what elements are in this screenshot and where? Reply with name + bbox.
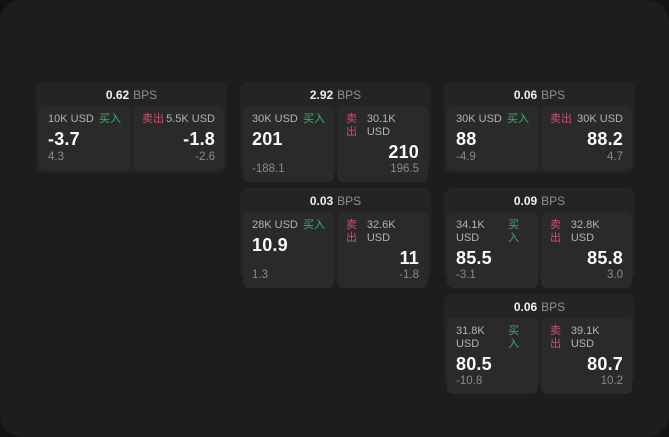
buy-price: 85.5 (456, 248, 492, 268)
buy-amount: 30K USD (456, 113, 502, 125)
buy-change: 1.3 (252, 269, 268, 281)
buy-price: 80.5 (456, 354, 492, 374)
sell-amount: 32.6K USD (366, 219, 396, 244)
bps-label: BPS (541, 194, 566, 208)
sell-price: 210 (388, 142, 419, 162)
sell-panel[interactable]: 卖出 39.1K USD 80.7 10.2 (541, 318, 632, 394)
spread-value: 0.62 (105, 88, 130, 102)
buy-panel[interactable]: 31.8K USD 买入 80.5 -10.8 (447, 318, 538, 394)
sell-change: -1.8 (399, 269, 419, 281)
buy-button[interactable]: 买入 (508, 325, 520, 350)
buy-panel[interactable]: 28K USD 买入 10.9 1.3 (243, 212, 334, 288)
sell-amount: 30.1K USD (366, 113, 396, 138)
quote-card-6: 0.06 BPS 31.8K USD 买入 80.5 -10.8 卖出 39.1… (444, 294, 635, 394)
buy-price: 10.9 (252, 235, 288, 255)
buy-button[interactable]: 买入 (507, 113, 529, 125)
sell-price: 80.7 (587, 354, 623, 374)
sell-price: -1.8 (183, 129, 215, 149)
spread-header: 0.03 BPS (243, 191, 428, 212)
sell-change: 196.5 (390, 163, 419, 175)
buy-price: -3.7 (48, 129, 80, 149)
buy-change: -3.1 (456, 269, 476, 281)
quote-card-1: 0.62 BPS 10K USD 买入 -3.7 4.3 卖出 5.5K USD (36, 82, 227, 173)
sell-panel[interactable]: 卖出 5.5K USD -1.8 -2.6 (133, 106, 224, 170)
bps-label: BPS (133, 88, 158, 102)
spread-header: 0.06 BPS (447, 85, 632, 106)
bps-label: BPS (337, 88, 362, 102)
spread-value: 0.06 (513, 88, 538, 102)
buy-amount: 30K USD (252, 113, 298, 125)
sell-amount: 39.1K USD (570, 325, 600, 350)
buy-price: 88 (456, 129, 477, 149)
bps-label: BPS (541, 88, 566, 102)
spread-header: 0.06 BPS (447, 297, 632, 318)
quote-card-5: 0.09 BPS 34.1K USD 买入 85.5 -3.1 卖出 32.8K… (444, 188, 635, 288)
sell-price: 11 (399, 248, 419, 268)
quote-card-3: 0.06 BPS 30K USD 买入 88 -4.9 卖出 30K USD (444, 82, 635, 173)
sell-button[interactable]: 卖出 (550, 113, 572, 125)
sell-panel[interactable]: 卖出 30K USD 88.2 4.7 (541, 106, 632, 170)
buy-amount: 10K USD (48, 113, 94, 125)
buy-amount: 34.1K USD (456, 219, 485, 244)
sell-price: 85.8 (587, 248, 623, 268)
buy-panel[interactable]: 30K USD 买入 88 -4.9 (447, 106, 538, 170)
buy-price: 201 (252, 129, 283, 149)
spread-value: 0.09 (513, 194, 538, 208)
spread-header: 2.92 BPS (243, 85, 428, 106)
sell-button[interactable]: 卖出 (550, 325, 561, 350)
sell-change: 10.2 (600, 375, 623, 387)
quote-card-4: 0.03 BPS 28K USD 买入 10.9 1.3 卖出 32.6K US… (240, 188, 431, 288)
bps-label: BPS (541, 300, 566, 314)
buy-button[interactable]: 买入 (99, 113, 121, 125)
buy-change: -188.1 (252, 163, 285, 175)
quote-cards-grid: 0.62 BPS 10K USD 买入 -3.7 4.3 卖出 5.5K USD (36, 82, 635, 394)
sell-button[interactable]: 卖出 (142, 113, 164, 125)
spread-value: 0.06 (513, 300, 538, 314)
buy-button[interactable]: 买入 (303, 113, 325, 125)
buy-panel[interactable]: 30K USD 买入 201 -188.1 (243, 106, 334, 182)
sell-price: 88.2 (587, 129, 623, 149)
sell-panel[interactable]: 卖出 30.1K USD 210 196.5 (337, 106, 428, 182)
buy-panel[interactable]: 34.1K USD 买入 85.5 -3.1 (447, 212, 538, 288)
spread-header: 0.62 BPS (39, 85, 224, 106)
buy-panel[interactable]: 10K USD 买入 -3.7 4.3 (39, 106, 130, 170)
buy-change: -10.8 (456, 375, 483, 387)
spread-header: 0.09 BPS (447, 191, 632, 212)
sell-amount: 5.5K USD (166, 113, 215, 125)
buy-button[interactable]: 买入 (508, 219, 520, 244)
bps-label: BPS (337, 194, 362, 208)
buy-amount: 28K USD (252, 219, 298, 231)
spread-value: 0.03 (309, 194, 334, 208)
buy-amount: 31.8K USD (456, 325, 485, 350)
buy-change: 4.3 (48, 151, 64, 163)
sell-button[interactable]: 卖出 (550, 219, 561, 244)
sell-button[interactable]: 卖出 (346, 113, 357, 138)
buy-change: -4.9 (456, 151, 476, 163)
sell-change: 4.7 (607, 151, 623, 163)
buy-button[interactable]: 买入 (303, 219, 325, 231)
sell-change: -2.6 (195, 151, 215, 163)
sell-panel[interactable]: 卖出 32.6K USD 11 -1.8 (337, 212, 428, 288)
spread-value: 2.92 (309, 88, 334, 102)
sell-button[interactable]: 卖出 (346, 219, 357, 244)
sell-amount: 32.8K USD (570, 219, 600, 244)
quote-card-2: 2.92 BPS 30K USD 买入 201 -188.1 卖出 30.1K … (240, 82, 431, 182)
sell-panel[interactable]: 卖出 32.8K USD 85.8 3.0 (541, 212, 632, 288)
sell-change: 3.0 (607, 269, 623, 281)
sell-amount: 30K USD (577, 113, 623, 125)
